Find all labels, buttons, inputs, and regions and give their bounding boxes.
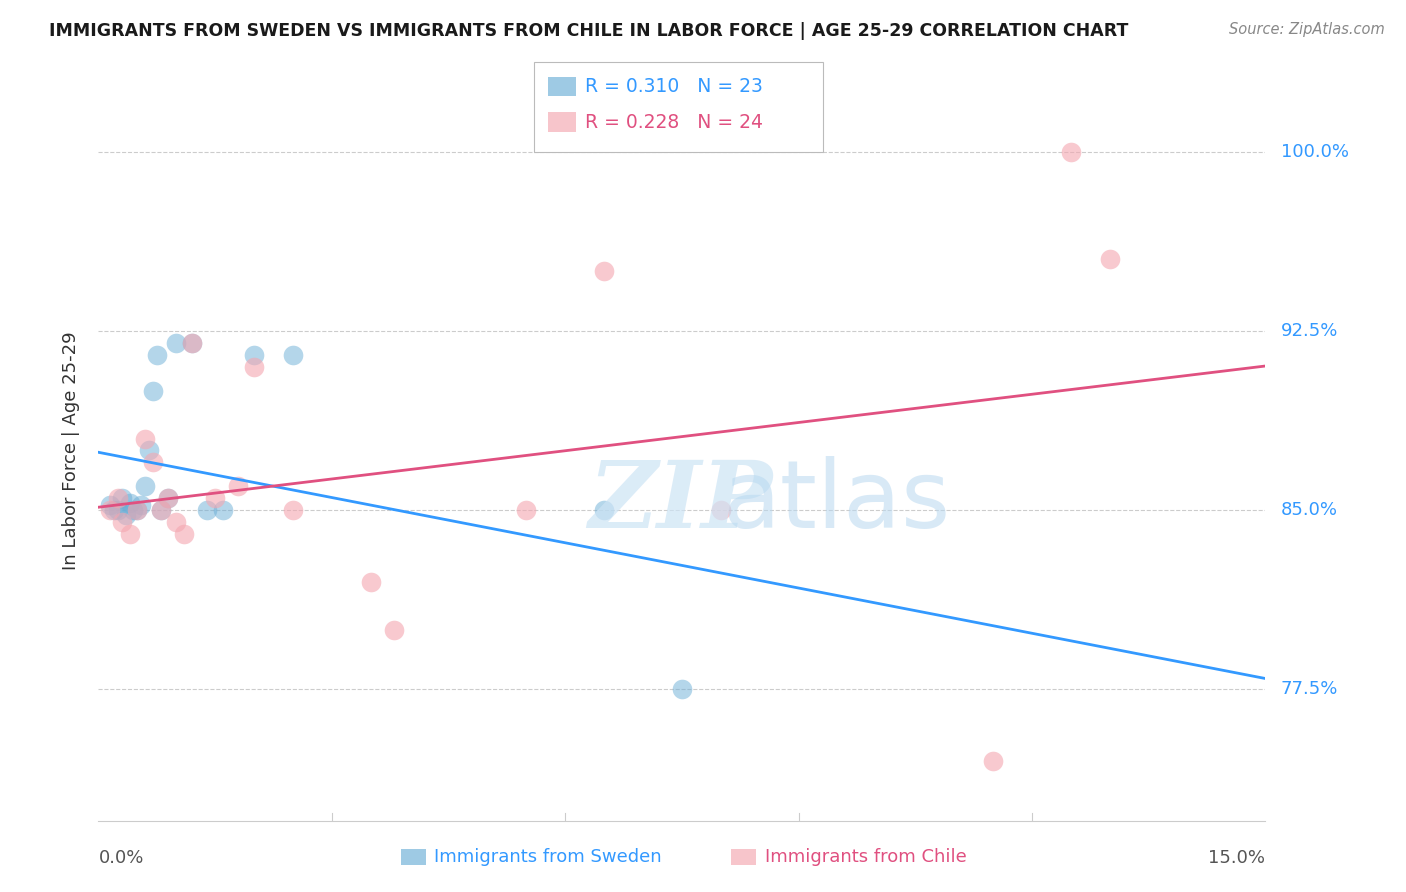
Point [212, 503, 235, 517]
Text: 15.0%: 15.0% [1208, 849, 1265, 867]
Point [281, 503, 304, 517]
Point [142, 455, 165, 469]
Point [515, 503, 537, 517]
Text: R = 0.228   N = 24: R = 0.228 N = 24 [585, 112, 763, 132]
Point [382, 623, 405, 637]
Point [129, 499, 152, 513]
Point [111, 491, 134, 506]
Text: ZIP: ZIP [589, 458, 773, 548]
Text: 92.5%: 92.5% [1281, 322, 1339, 340]
Point [146, 348, 169, 362]
Text: IMMIGRANTS FROM SWEDEN VS IMMIGRANTS FROM CHILE IN LABOR FORCE | AGE 25-29 CORRE: IMMIGRANTS FROM SWEDEN VS IMMIGRANTS FRO… [49, 22, 1129, 40]
Text: R = 0.310   N = 23: R = 0.310 N = 23 [585, 77, 763, 96]
Point [138, 443, 160, 458]
Point [180, 336, 202, 351]
Text: atlas: atlas [723, 457, 950, 549]
Point [122, 503, 145, 517]
Point [157, 491, 180, 506]
Point [118, 527, 141, 541]
Point [671, 682, 693, 697]
Point [114, 508, 136, 522]
Point [593, 264, 616, 278]
Point [710, 503, 733, 517]
Point [127, 503, 149, 517]
Point [142, 384, 165, 398]
Point [134, 479, 156, 493]
Point [111, 515, 134, 529]
Point [165, 515, 187, 529]
Text: 100.0%: 100.0% [1281, 143, 1348, 161]
Point [107, 503, 129, 517]
Point [149, 503, 172, 517]
Text: 77.5%: 77.5% [1281, 681, 1339, 698]
Point [243, 359, 266, 374]
Text: 0.0%: 0.0% [98, 849, 143, 867]
Point [981, 754, 1004, 768]
Text: Immigrants from Sweden: Immigrants from Sweden [434, 848, 662, 866]
Point [103, 503, 125, 517]
Point [593, 503, 616, 517]
Point [98, 499, 121, 513]
Point [1098, 252, 1121, 267]
Point [195, 503, 218, 517]
Text: Source: ZipAtlas.com: Source: ZipAtlas.com [1229, 22, 1385, 37]
Point [165, 336, 187, 351]
Point [360, 574, 382, 589]
Point [243, 348, 266, 362]
Point [228, 479, 250, 493]
Point [1060, 145, 1083, 159]
Point [107, 491, 129, 506]
Point [149, 503, 172, 517]
Point [204, 491, 226, 506]
Point [180, 336, 202, 351]
Point [157, 491, 180, 506]
Point [134, 432, 156, 446]
Point [281, 348, 304, 362]
Text: Immigrants from Chile: Immigrants from Chile [765, 848, 966, 866]
Text: 85.0%: 85.0% [1281, 501, 1339, 519]
Point [118, 496, 141, 510]
Point [127, 503, 149, 517]
Point [173, 527, 195, 541]
Y-axis label: In Labor Force | Age 25-29: In Labor Force | Age 25-29 [62, 331, 80, 570]
Point [98, 503, 121, 517]
